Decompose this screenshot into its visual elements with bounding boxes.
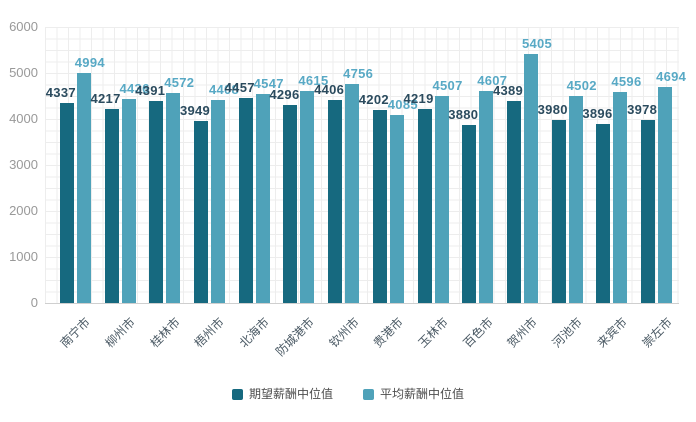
x-axis-label: 柳州市 (102, 315, 138, 351)
bar-value-label: 4547 (253, 75, 284, 91)
bar[interactable] (345, 84, 360, 303)
legend-swatch-expected-salary (231, 388, 243, 400)
bar-value-label: 4085 (387, 97, 418, 113)
bar-value-label: 4436 (119, 80, 150, 96)
bar[interactable] (507, 101, 521, 303)
bar[interactable] (658, 87, 673, 303)
x-axis-label: 贵港市 (370, 315, 407, 351)
bar[interactable] (613, 91, 628, 303)
bar-value-label: 3978 (627, 102, 658, 117)
bar[interactable] (596, 123, 611, 303)
y-axis-label: 4000 (9, 111, 38, 126)
bar[interactable] (568, 95, 583, 303)
bar-value-label: 4202 (358, 91, 389, 107)
bar[interactable] (121, 98, 136, 303)
bar-value-label: 4408 (208, 82, 240, 98)
bar-value-label: 5405 (521, 36, 553, 52)
x-axis-label: 梧州市 (192, 315, 228, 351)
bar-value-label: 4296 (269, 87, 300, 103)
bar-value-label: 4694 (656, 69, 687, 85)
legend-item-expected-salary[interactable]: 期望薪酬中位值 (231, 387, 333, 401)
bar[interactable] (434, 95, 449, 303)
bar-value-label: 4596 (611, 73, 642, 89)
bar[interactable] (551, 119, 566, 303)
x-axis-label: 贺州市 (505, 315, 541, 351)
x-axis-label: 北海市 (236, 315, 273, 351)
x-axis-label: 河池市 (549, 315, 586, 351)
legend-label-average-salary: 平均薪酬中位值 (380, 387, 465, 401)
x-axis-label: 防城港市 (272, 315, 317, 359)
bar-value-label: 3949 (179, 103, 211, 119)
bar-value-label: 4457 (224, 79, 255, 95)
bar[interactable] (194, 121, 208, 303)
bar[interactable] (389, 115, 404, 303)
bar-value-label: 4994 (74, 55, 105, 71)
bar-value-label: 4607 (477, 73, 508, 89)
bar[interactable] (166, 92, 181, 303)
bar-value-label: 4572 (164, 74, 195, 90)
bar-value-label: 4507 (432, 77, 463, 93)
x-axis-label: 崇左市 (639, 315, 675, 351)
bar-value-label: 4391 (135, 83, 166, 98)
x-axis-label: 来宾市 (594, 315, 630, 351)
legend: 期望薪酬中位值 平均薪酬中位值 (0, 387, 696, 401)
bar[interactable] (104, 109, 119, 303)
bar[interactable] (417, 108, 432, 303)
bar-value-label: 4502 (566, 77, 597, 93)
bar[interactable] (462, 124, 477, 303)
y-axis-label: 6000 (9, 19, 38, 34)
bar[interactable] (59, 103, 74, 303)
bar-value-label: 3980 (537, 101, 568, 117)
bar[interactable] (524, 54, 538, 303)
bar-value-label: 4615 (298, 72, 329, 88)
x-axis-label: 桂林市 (147, 315, 183, 351)
x-axis-label: 南宁市 (57, 315, 94, 351)
x-axis-label: 钦州市 (326, 315, 362, 351)
bar[interactable] (238, 97, 253, 303)
bar[interactable] (300, 90, 315, 303)
legend-label-expected-salary: 期望薪酬中位值 (248, 387, 333, 401)
bar-value-label: 4406 (314, 82, 345, 98)
bar[interactable] (255, 93, 270, 303)
bar-value-label: 4389 (492, 83, 524, 99)
bar[interactable] (211, 100, 225, 303)
y-axis-label: 1000 (9, 249, 38, 264)
bar[interactable] (283, 105, 298, 303)
bar-value-label: 4337 (45, 85, 76, 101)
bar[interactable] (641, 120, 656, 303)
legend-swatch-average-salary (363, 388, 374, 400)
y-axis-label: 3000 (9, 157, 38, 172)
bar[interactable] (328, 100, 343, 303)
bar[interactable] (372, 109, 387, 303)
bar-value-label: 3896 (582, 105, 613, 121)
x-axis-label: 百色市 (460, 315, 496, 351)
bar-value-label: 4217 (90, 91, 121, 107)
legend-item-average-salary[interactable]: 平均薪酬中位值 (363, 387, 464, 401)
y-axis-label: 5000 (9, 65, 38, 80)
bar[interactable] (149, 101, 164, 303)
bar[interactable] (76, 73, 91, 303)
bar[interactable] (479, 91, 494, 303)
y-axis-label: 2000 (9, 203, 38, 218)
bar-value-label: 3880 (448, 106, 479, 122)
y-axis-label: 0 (30, 295, 38, 310)
bar-value-label: 4219 (403, 90, 434, 106)
bar-value-label: 4756 (343, 66, 374, 82)
x-axis-label: 玉林市 (415, 315, 451, 351)
